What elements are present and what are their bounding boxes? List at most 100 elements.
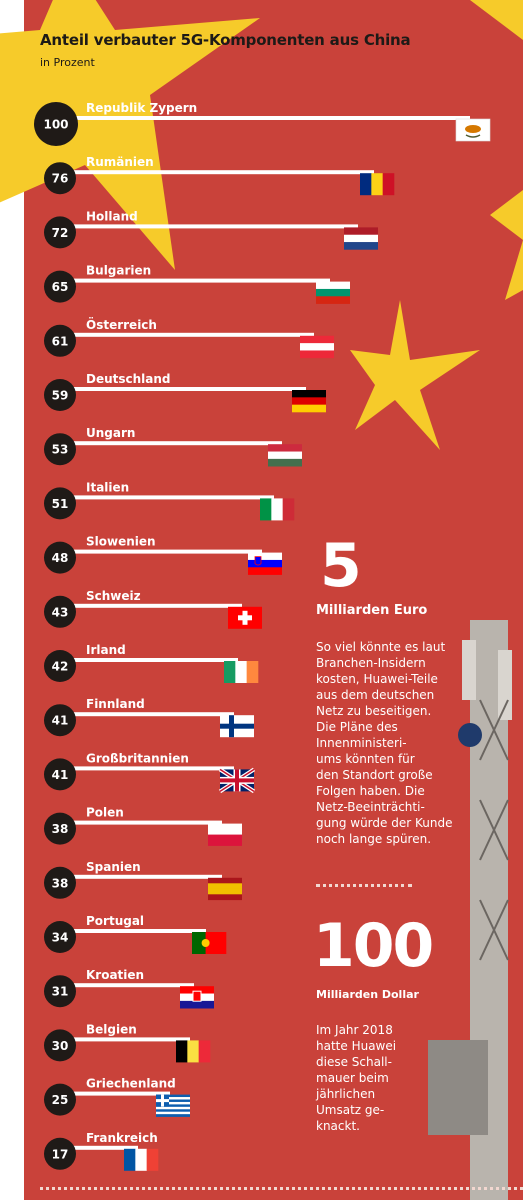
bar-rumaenien [70,170,374,175]
bar-row-griechenland: 25 Griechenland [44,1077,190,1117]
category-label: Ungarn [86,426,135,440]
category-label: Frankreich [86,1131,158,1145]
category-label: Schweiz [86,589,141,603]
value-label: 65 [52,280,69,294]
value-label: 100 [43,118,68,132]
bar-row-bulgarien: 65 Bulgarien [44,264,350,304]
value-label: 38 [52,822,69,836]
value-circle [44,866,76,899]
bar-row-italien: 51 Italien [44,480,295,521]
bar-grossbritannien [70,766,234,771]
value-label: 51 [52,497,69,511]
bar-slowenien [70,549,262,554]
bar-row-grossbritannien: 41 Großbritannien [44,751,256,794]
bar-row-schweiz: 43 Schweiz [44,589,262,629]
chart-subtitle: in Prozent [40,56,95,69]
category-label: Portugal [86,914,144,928]
bar-row-irland: 42 Irland [44,643,259,683]
bulgaria-flag-icon [316,281,350,304]
value-circle [44,1029,76,1062]
bar-finnland [70,712,234,717]
value-label: 76 [52,172,69,186]
value-label: 72 [52,226,69,240]
greece-flag-icon [156,1094,190,1117]
romania-flag-icon [360,173,395,196]
value-circle [34,102,78,146]
cyprus-flag-icon [455,118,491,142]
value-circle [44,921,76,953]
bar-kroatien [70,983,194,988]
category-label: Polen [86,806,124,820]
category-label: Holland [86,209,138,223]
value-circle [44,595,76,628]
stat-text-cost: So viel könnte es laut Branchen-Insidern… [316,640,453,846]
switzerland-flag-icon [228,606,262,629]
value-circle [44,541,76,574]
value-circle [44,758,76,791]
category-label: Bulgarien [86,264,151,278]
bottom-dotted-divider [40,1187,523,1190]
category-label: Finnland [86,697,145,711]
bar-row-kroatien: 31 Kroatien [44,968,214,1009]
value-label: 43 [52,605,69,619]
value-circle [44,487,76,520]
bar-row-spanien: 38 Spanien [44,860,242,901]
category-label: Deutschland [86,372,171,386]
category-label: Rumänien [86,155,154,169]
value-circle [44,270,76,303]
value-label: 25 [52,1093,69,1107]
bar-row-holland: 72 Holland [44,209,378,250]
value-label: 48 [52,551,69,565]
value-circle [44,324,76,357]
bar-row-rumaenien: 76 Rumänien [44,155,395,196]
slovenia-flag-icon [248,552,282,575]
hungary-flag-icon [268,444,302,467]
value-label: 61 [52,334,69,348]
value-label: 30 [52,1039,69,1053]
value-label: 34 [52,931,69,945]
france-flag-icon [124,1148,159,1171]
category-label: Griechenland [86,1077,176,1091]
stat-label-milliarden-dollar: Milliarden Dollar [316,988,419,1001]
stat-value-100: 100 [313,911,434,981]
netherlands-flag-icon [344,227,378,250]
category-label: Italien [86,480,129,494]
bar-oesterreich [70,332,314,337]
bar-frankreich [70,1145,138,1150]
star-right-large [350,300,480,450]
value-label: 59 [52,389,69,403]
bar-spanien [70,874,222,879]
uk-flag-icon [218,767,256,794]
category-label: Kroatien [86,968,144,982]
italy-flag-icon [260,498,295,521]
value-circle [44,1137,76,1170]
star-top-right [470,0,523,40]
bar-portugal [70,929,206,933]
value-circle [44,650,76,682]
bar-ungarn [70,441,282,446]
red-background [24,0,523,1200]
bar-polen [70,820,222,825]
bar-row-polen: 38 Polen [44,806,242,846]
bar-row-portugal: 34 Portugal [44,914,227,954]
value-circle [44,975,76,1008]
bar-republik-zypern [70,116,470,120]
dotted-divider [316,884,412,887]
germany-flag-icon [292,390,326,413]
value-circle [44,433,76,466]
croatia-flag-icon [180,986,214,1009]
stat-label-milliarden-euro: Milliarden Euro [316,603,428,618]
value-label: 53 [52,443,69,457]
bar-belgien [70,1037,190,1042]
bar-italien [70,495,274,500]
category-label: Irland [86,643,126,657]
belgium-flag-icon [176,1040,211,1063]
value-label: 42 [52,660,69,674]
category-label: Spanien [86,860,141,874]
bar-holland [70,224,358,229]
star-right-edge [490,190,523,300]
bar-row-finnland: 41 Finnland [44,697,254,738]
bar-irland [70,658,238,662]
